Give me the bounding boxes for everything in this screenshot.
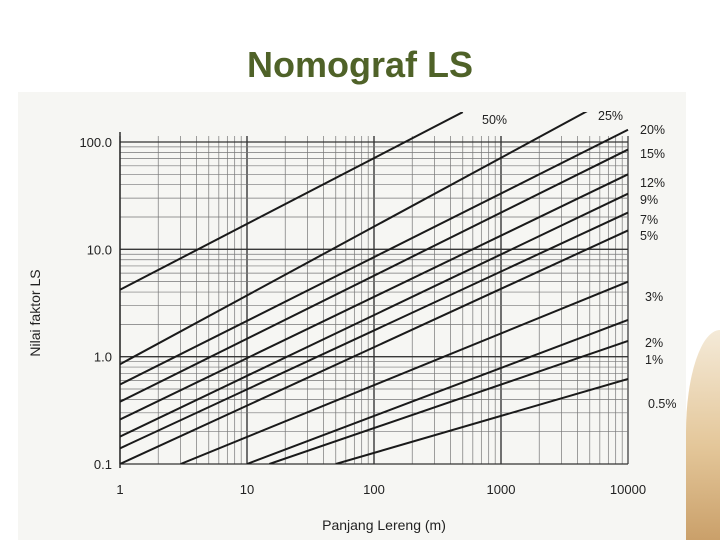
y-tick-label: 10.0 xyxy=(87,242,112,257)
series-line xyxy=(120,211,629,450)
series-label: 3% xyxy=(645,290,663,304)
y-tick-label: 100.0 xyxy=(79,135,112,150)
series-line xyxy=(120,112,464,291)
chart-axes: 100.0 10.0 1.0 0.1 1 10 100 1000 10000 Panjang Le… xyxy=(27,132,646,533)
series-label: 20% xyxy=(640,123,665,137)
chart-grid xyxy=(119,136,629,465)
x-tick-label: 1 xyxy=(116,482,123,497)
x-axis-title: Panjang Lereng (m) xyxy=(322,517,446,533)
series-label: 50% xyxy=(482,113,507,127)
series-label: 25% xyxy=(598,109,623,123)
chart-series xyxy=(120,112,629,464)
x-tick-label: 10 xyxy=(240,482,254,497)
y-tick-label: 0.1 xyxy=(94,457,112,472)
series-line xyxy=(120,192,629,438)
slide-title: Nomograf LS xyxy=(246,44,473,85)
y-axis-title: Nilai faktor LS xyxy=(27,269,43,356)
series-line xyxy=(335,377,629,464)
series-line xyxy=(120,128,629,386)
series-line xyxy=(246,318,629,464)
y-tick-label: 1.0 xyxy=(94,350,112,365)
series-label: 1% xyxy=(645,353,663,367)
series-label: 2% xyxy=(645,336,663,350)
nomograph-photo xyxy=(18,92,686,540)
series-line xyxy=(120,229,629,464)
series-label: 9% xyxy=(640,193,658,207)
series-line xyxy=(180,280,629,464)
series-line xyxy=(120,148,629,403)
series-label: 7% xyxy=(640,213,658,227)
series-line xyxy=(120,112,588,366)
series-line xyxy=(269,340,629,464)
series-label: 15% xyxy=(640,147,665,161)
chart-labels: 50% 25% 20% 15% 12% 9% 7% 5% 3% 2% 1% 0.5% xyxy=(482,109,677,411)
x-tick-label: 1000 xyxy=(487,482,516,497)
x-tick-label: 10000 xyxy=(610,482,646,497)
x-tick-label: 100 xyxy=(363,482,385,497)
series-label: 0.5% xyxy=(648,397,677,411)
series-label: 12% xyxy=(640,176,665,190)
series-line xyxy=(120,173,629,421)
series-label: 5% xyxy=(640,229,658,243)
